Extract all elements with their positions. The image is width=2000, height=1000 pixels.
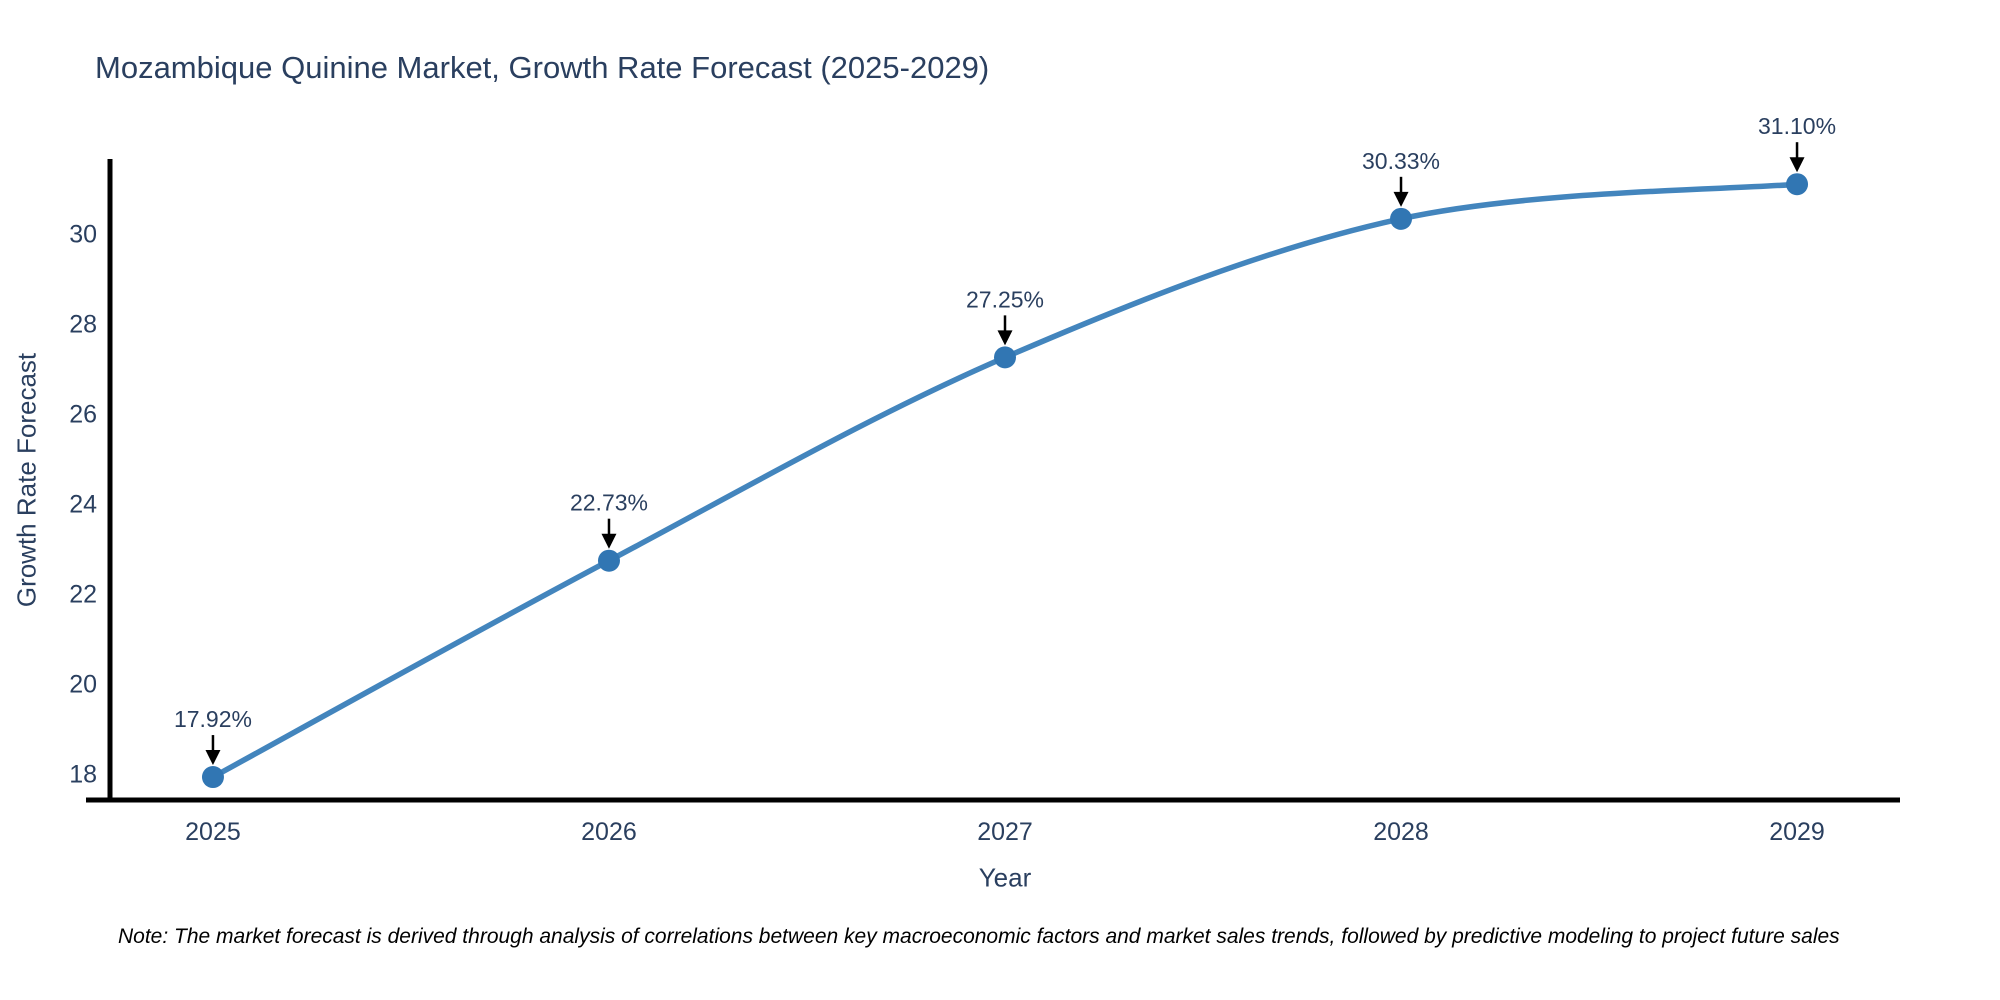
trend-line xyxy=(210,181,1800,780)
data-point xyxy=(201,766,224,789)
annotation-arrow-head xyxy=(1789,157,1805,173)
data-point xyxy=(1390,207,1413,230)
data-label: 17.92% xyxy=(174,706,252,732)
y-axis-label: Growth Rate Forecast xyxy=(11,352,42,608)
y-tick-label: 20 xyxy=(69,670,97,698)
data-label: 27.25% xyxy=(966,286,1044,312)
annotation-arrow-head xyxy=(1393,191,1409,207)
y-tick-label: 22 xyxy=(69,581,97,609)
y-tick-label: 28 xyxy=(69,311,97,339)
y-tick-label: 30 xyxy=(69,221,97,249)
y-tick-label: 26 xyxy=(69,401,97,429)
annotation-arrow-head xyxy=(205,750,221,766)
footnote: Note: The market forecast is derived thr… xyxy=(118,925,1840,948)
annotation-arrow-head xyxy=(997,330,1013,346)
x-axis-label: Year xyxy=(978,862,1032,893)
data-point xyxy=(1786,173,1809,196)
chart-title: Mozambique Quinine Market, Growth Rate F… xyxy=(95,50,990,85)
data-label: 30.33% xyxy=(1362,148,1440,174)
x-tick-label: 2029 xyxy=(1769,818,1825,846)
x-tick-label: 2026 xyxy=(581,818,637,846)
x-tick-label: 2028 xyxy=(1373,818,1429,846)
data-label: 31.10% xyxy=(1758,113,1836,139)
annotation-arrow-head xyxy=(601,533,617,549)
data-label: 22.73% xyxy=(570,490,648,516)
y-tick-label: 24 xyxy=(69,491,97,519)
x-tick-label: 2027 xyxy=(977,818,1033,846)
x-tick-label: 2025 xyxy=(185,818,241,846)
data-point xyxy=(597,549,620,572)
y-tick-label: 18 xyxy=(69,760,97,788)
data-point xyxy=(994,346,1016,369)
